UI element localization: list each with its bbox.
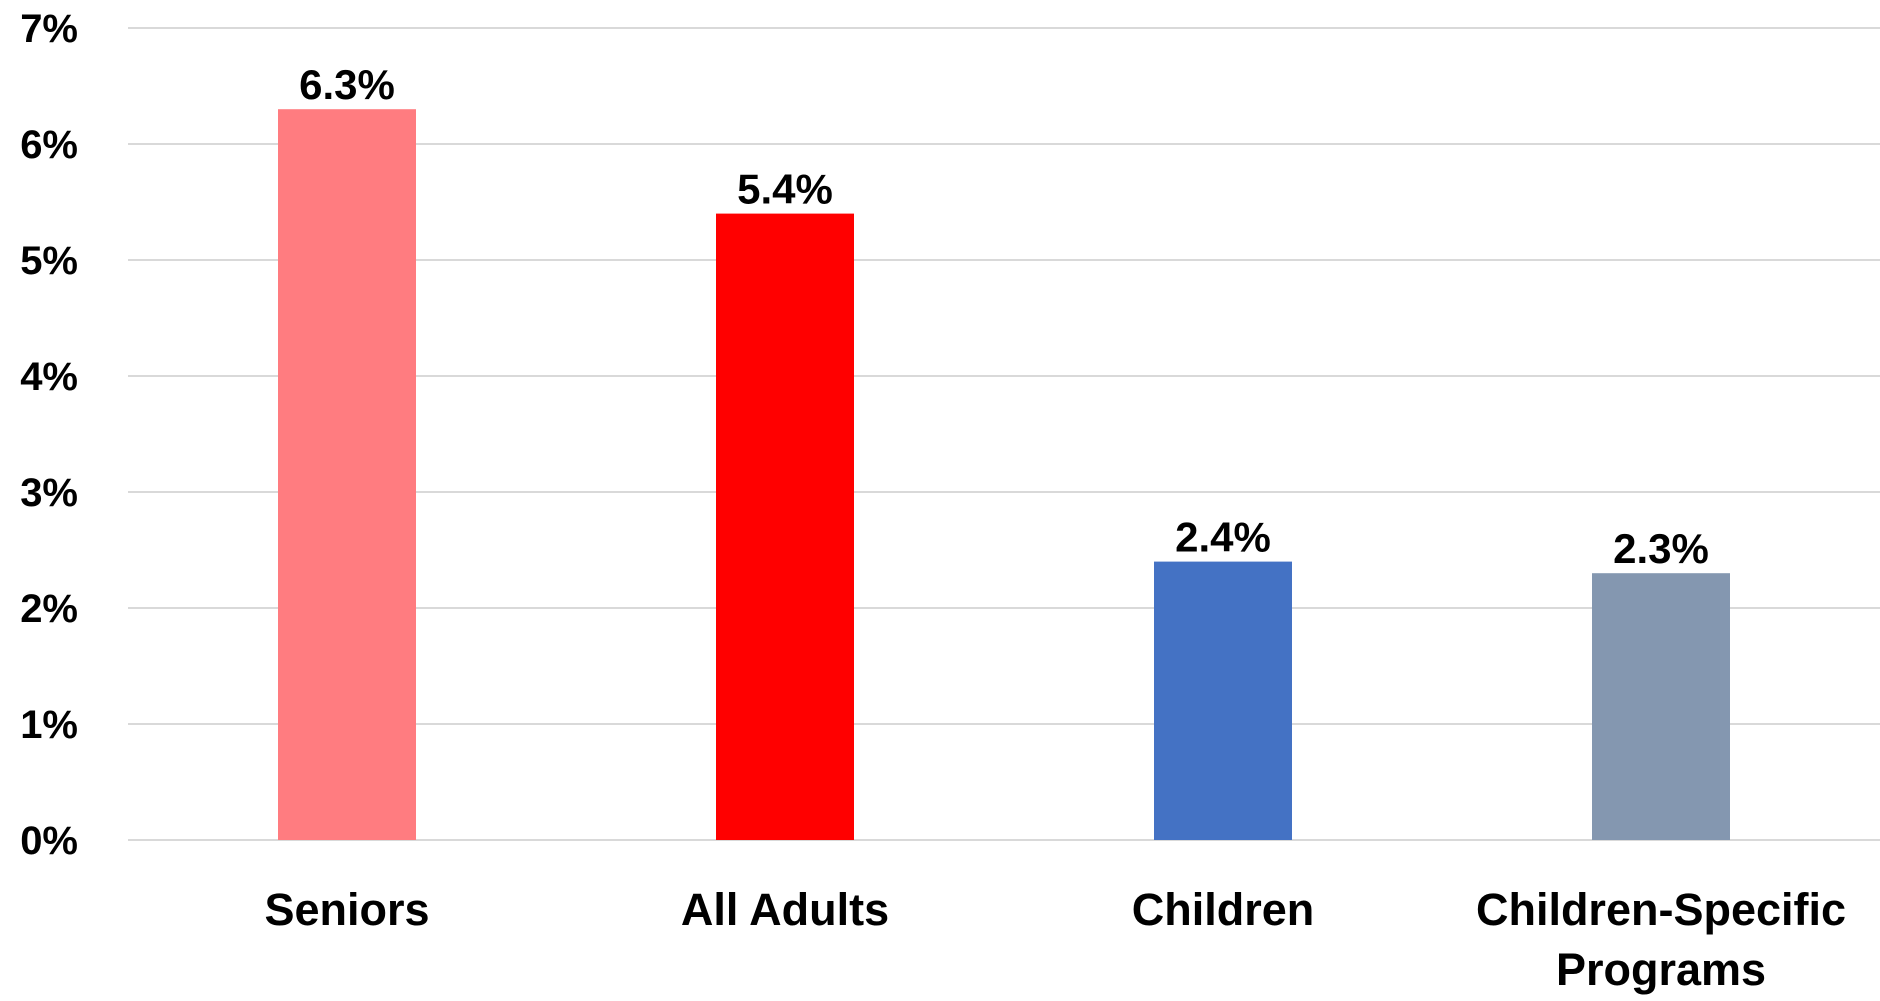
y-tick-label: 0% [20, 819, 78, 863]
bars [278, 109, 1730, 840]
x-tick-label-line: All Adults [681, 884, 889, 935]
bar-children [1154, 562, 1292, 840]
bar-seniors [278, 109, 416, 840]
y-tick-label: 3% [20, 471, 78, 515]
y-tick-label: 7% [20, 7, 78, 51]
x-tick-label: All Adults [681, 884, 889, 935]
data-label: 2.4% [1175, 514, 1271, 561]
y-tick-label: 2% [20, 587, 78, 631]
y-tick-label: 4% [20, 355, 78, 399]
x-tick-label-line: Programs [1556, 944, 1766, 995]
x-tick-label: Children [1132, 884, 1315, 935]
data-label: 5.4% [737, 166, 833, 213]
x-tick-label-line: Children-Specific [1476, 884, 1846, 935]
data-labels: 6.3% 5.4% 2.4% 2.3% [299, 61, 1709, 572]
x-tick-label-line: Seniors [264, 884, 429, 935]
bar-children-specific-programs [1592, 573, 1730, 840]
y-axis-ticks: 0% 1% 2% 3% 4% 5% 6% 7% [20, 7, 78, 863]
y-tick-label: 5% [20, 239, 78, 283]
bar-all-adults [716, 214, 854, 840]
x-tick-label: Children-Specific Programs [1476, 884, 1846, 995]
data-label: 6.3% [299, 61, 395, 108]
x-tick-label: Seniors [264, 884, 429, 935]
data-label: 2.3% [1613, 525, 1709, 572]
x-axis-ticks: Seniors All Adults Children Children-Specif… [264, 884, 1846, 995]
y-tick-label: 6% [20, 123, 78, 167]
y-tick-label: 1% [20, 703, 78, 747]
x-tick-label-line: Children [1132, 884, 1315, 935]
